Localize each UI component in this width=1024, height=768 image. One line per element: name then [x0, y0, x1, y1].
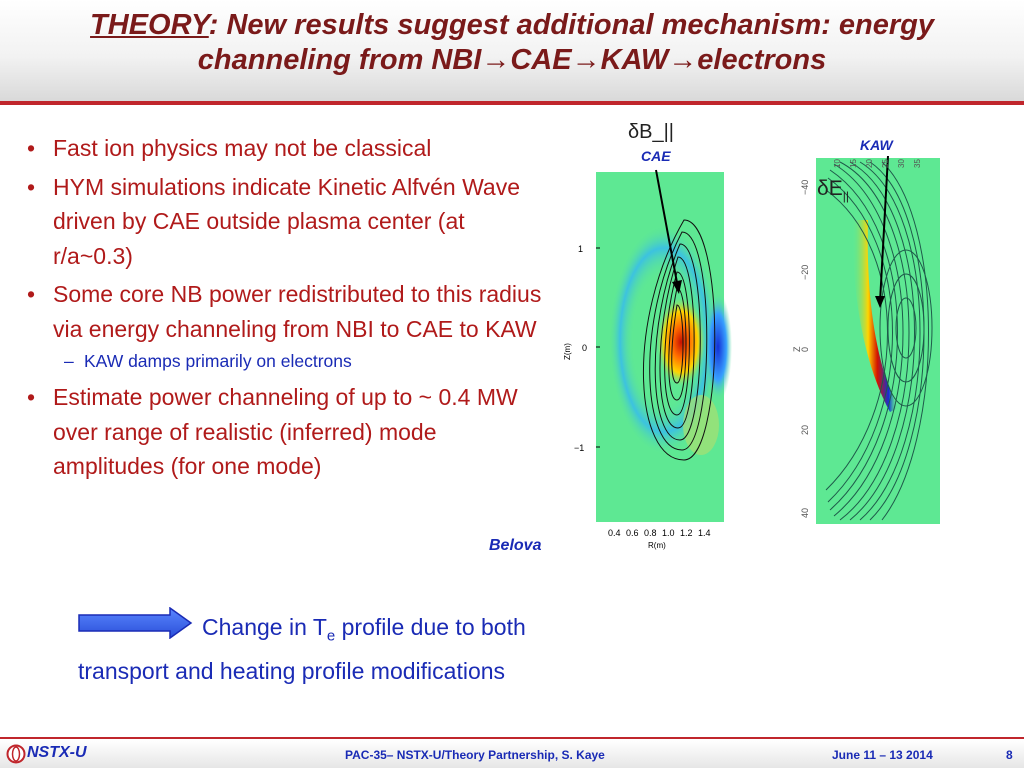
cae-ylabel: Z(m)	[563, 343, 572, 360]
kaw-plot: −40 −20 0 20 40 Z 10 15 20 25 30 35	[792, 155, 940, 524]
footer-date: June 11 – 13 2014	[832, 748, 933, 762]
footer-rule	[0, 737, 1024, 739]
title-lead: THEORY	[90, 9, 209, 41]
cae-pointer-arrow	[655, 169, 679, 289]
cae-ytick: 1	[578, 244, 583, 254]
cae-xtick: 1.0	[662, 528, 675, 538]
figure-credit: Belova	[489, 537, 542, 554]
kaw-quantity-sub: ||	[842, 189, 849, 204]
bullet-list: Fast ion physics may not be classical HY…	[22, 131, 542, 488]
bullet-item: Estimate power channeling of up to ~ 0.4…	[22, 380, 542, 484]
kaw-side-tick: −20	[800, 265, 810, 280]
footer-brand: NSTX-U	[27, 744, 87, 761]
cae-xlabel: R(m)	[648, 541, 666, 550]
kaw-quantity: δE	[817, 177, 843, 200]
cae-quantity-label: δB_||	[628, 121, 674, 143]
kaw-top-tick: 25	[881, 159, 890, 168]
conclusion-pre: Change in T	[202, 614, 327, 640]
bullet-item: HYM simulations indicate Kinetic Alfvén …	[22, 170, 542, 274]
title-rest: : New results suggest additional mechani…	[208, 9, 934, 41]
cae-xtick: 0.4	[608, 528, 621, 538]
kaw-top-tick: 20	[865, 159, 874, 168]
cae-plot: 1 0 −1 Z(m) 0.4 0.6 0.8 1.0 1.2 1.4 R(m)	[563, 169, 732, 550]
conclusion-sub: e	[326, 627, 336, 645]
kaw-side-tick: 0	[800, 347, 810, 352]
title-band	[0, 0, 1024, 103]
kaw-zlabel: Z	[792, 346, 802, 352]
conclusion-text: Change in Te profile due to both transpo…	[78, 610, 548, 688]
cae-xtick: 1.4	[698, 528, 711, 538]
kaw-side-tick: 20	[800, 425, 810, 435]
nstx-logo-icon	[6, 744, 26, 764]
cae-label: CAE	[641, 148, 671, 164]
sub-bullet-item: KAW damps primarily on electrons	[22, 348, 542, 374]
kaw-side-tick: −40	[800, 180, 810, 195]
cae-ytick: −1	[574, 443, 584, 453]
cae-xtick: 0.6	[626, 528, 639, 538]
kaw-side-tick: 40	[800, 508, 810, 518]
bullet-item: Some core NB power redistributed to this…	[22, 277, 542, 346]
title-rule	[0, 101, 1024, 105]
kaw-label: KAW	[860, 137, 893, 153]
cae-xtick: 0.8	[644, 528, 657, 538]
page-number: 8	[1006, 748, 1013, 762]
kaw-top-tick: 30	[897, 159, 906, 168]
right-arrow-icon	[78, 607, 193, 639]
kaw-top-tick: 35	[913, 159, 922, 168]
kaw-quantity-label: δE||	[817, 177, 849, 203]
title-line2: channeling from NBI→CAE→KAW→electrons	[197, 44, 827, 76]
bullet-item: Fast ion physics may not be classical	[22, 131, 542, 166]
kaw-top-tick: 10	[833, 159, 842, 168]
kaw-top-tick: 15	[849, 159, 858, 168]
conclusion-post: profile due to both transport and heatin…	[78, 614, 526, 684]
footer-center: PAC-35– NSTX-U/Theory Partnership, S. Ka…	[345, 748, 605, 762]
kaw-pointer-arrow	[879, 155, 889, 303]
footer-band	[0, 740, 1024, 768]
cae-ytick: 0	[582, 343, 587, 353]
slide-title: THEORY: New results suggest additional m…	[0, 8, 1024, 78]
cae-xtick: 1.2	[680, 528, 693, 538]
